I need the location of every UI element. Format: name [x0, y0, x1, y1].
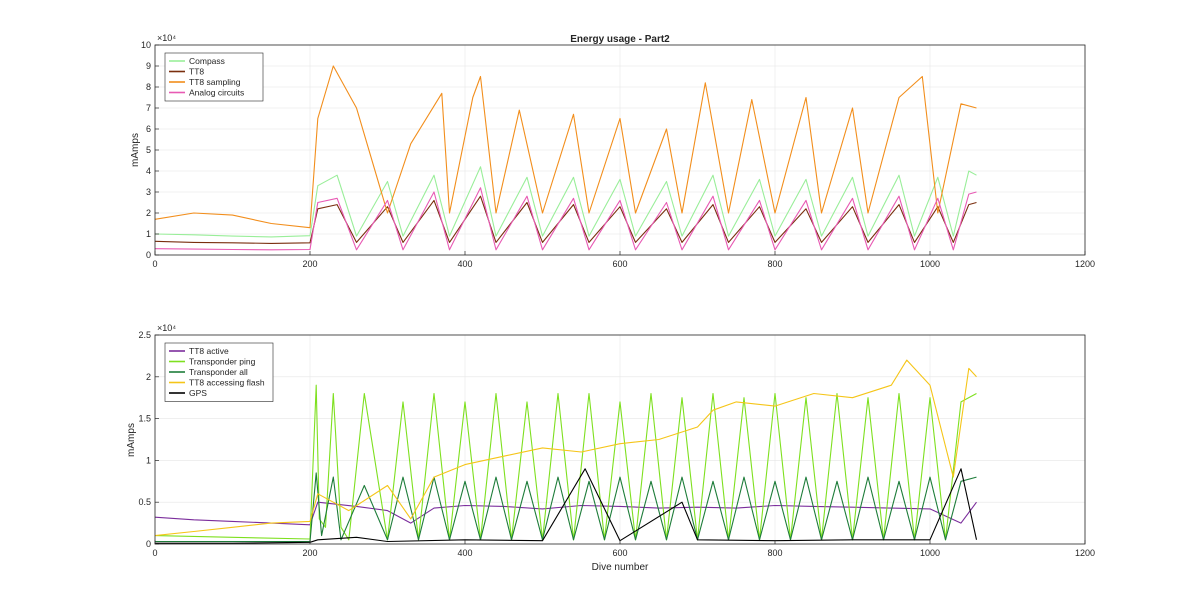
top-y-tick-label: 8: [146, 82, 151, 92]
bottom-y-tick-label: 1.5: [138, 414, 151, 424]
bottom-y-tick-label: 2: [146, 372, 151, 382]
bottom-x-axis-label: Dive number: [592, 562, 649, 573]
bottom-series-line-2: [155, 472, 977, 543]
bottom-axes: 0 200 400 600 800 1000 1200 0 0.5 1 1.5 2 2.5 Dive n…: [126, 323, 1095, 573]
bottom-y-axis-label: mAmps: [126, 423, 137, 457]
bottom-legend-entry: GPS: [189, 388, 207, 398]
bottom-x-tick-label: 1000: [920, 548, 940, 558]
top-y-tick-label: 2: [146, 208, 151, 218]
top-ticks: 0 200 400 600 800 1000 1200 0 1 2 3 4 5 6 7 8 9 10: [141, 40, 1095, 269]
top-x-tick-label: 400: [457, 259, 472, 269]
top-y-tick-label: 7: [146, 103, 151, 113]
bottom-series-line-4: [155, 468, 978, 544]
top-y-tick-label: 10: [141, 40, 151, 50]
top-y-tick-label: 3: [146, 187, 151, 197]
bottom-y-tick-label: 0: [146, 539, 151, 549]
bottom-x-tick-label: 1200: [1075, 548, 1095, 558]
top-chart-title: Energy usage - Part2: [570, 34, 670, 45]
bottom-legend-entry: Transponder ping: [189, 357, 256, 367]
top-legend-entry: Analog circuits: [189, 88, 244, 98]
bottom-y-tick-label: 2.5: [138, 330, 151, 340]
top-axes: 0 200 400 600 800 1000 1200 0 1 2 3 4 5 6 7 8 9 10 Energy…: [130, 33, 1095, 269]
bottom-x-tick-label: 200: [302, 548, 317, 558]
bottom-legend-entry: Transponder all: [189, 367, 248, 377]
top-series-lines: [154, 65, 977, 251]
bottom-legend-entry: TT8 active: [189, 346, 229, 356]
bottom-legend-entry: TT8 accessing flash: [189, 378, 265, 388]
bottom-series-line-0: [154, 501, 977, 526]
top-series-line-0: [154, 166, 977, 238]
top-y-tick-label: 6: [146, 124, 151, 134]
top-y-tick-label: 5: [146, 145, 151, 155]
top-legend-entry: Compass: [189, 56, 225, 66]
top-y-tick-label: 9: [146, 61, 151, 71]
top-x-tick-label: 600: [612, 259, 627, 269]
bottom-y-tick-label: 1: [146, 455, 151, 465]
bottom-y-exponent: ×10⁴: [157, 323, 176, 333]
top-x-tick-label: 200: [302, 259, 317, 269]
top-x-tick-label: 800: [767, 259, 782, 269]
bottom-x-tick-label: 800: [767, 548, 782, 558]
top-x-tick-label: 0: [152, 259, 157, 269]
top-x-tick-label: 1000: [920, 259, 940, 269]
top-y-tick-label: 1: [146, 229, 151, 239]
top-y-axis-label: mAmps: [130, 133, 141, 167]
bottom-x-tick-label: 400: [457, 548, 472, 558]
top-y-tick-label: 4: [146, 166, 151, 176]
top-legend-entry: TT8 sampling: [189, 77, 241, 87]
bottom-x-tick-label: 0: [152, 548, 157, 558]
bottom-y-tick-label: 0.5: [138, 497, 151, 507]
bottom-x-tick-label: 600: [612, 548, 627, 558]
top-x-tick-label: 1200: [1075, 259, 1095, 269]
top-y-exponent: ×10⁴: [157, 33, 176, 43]
bottom-series-lines: [154, 359, 978, 544]
bottom-ticks: 0 200 400 600 800 1000 1200 0 0.5 1 1.5 2 2.5: [138, 330, 1095, 558]
top-legend-entry: TT8: [189, 67, 204, 77]
top-series-line-2: [154, 65, 977, 229]
top-y-tick-label: 0: [146, 250, 151, 260]
bottom-series-line-3: [154, 359, 977, 537]
top-series-line-3: [154, 187, 977, 251]
